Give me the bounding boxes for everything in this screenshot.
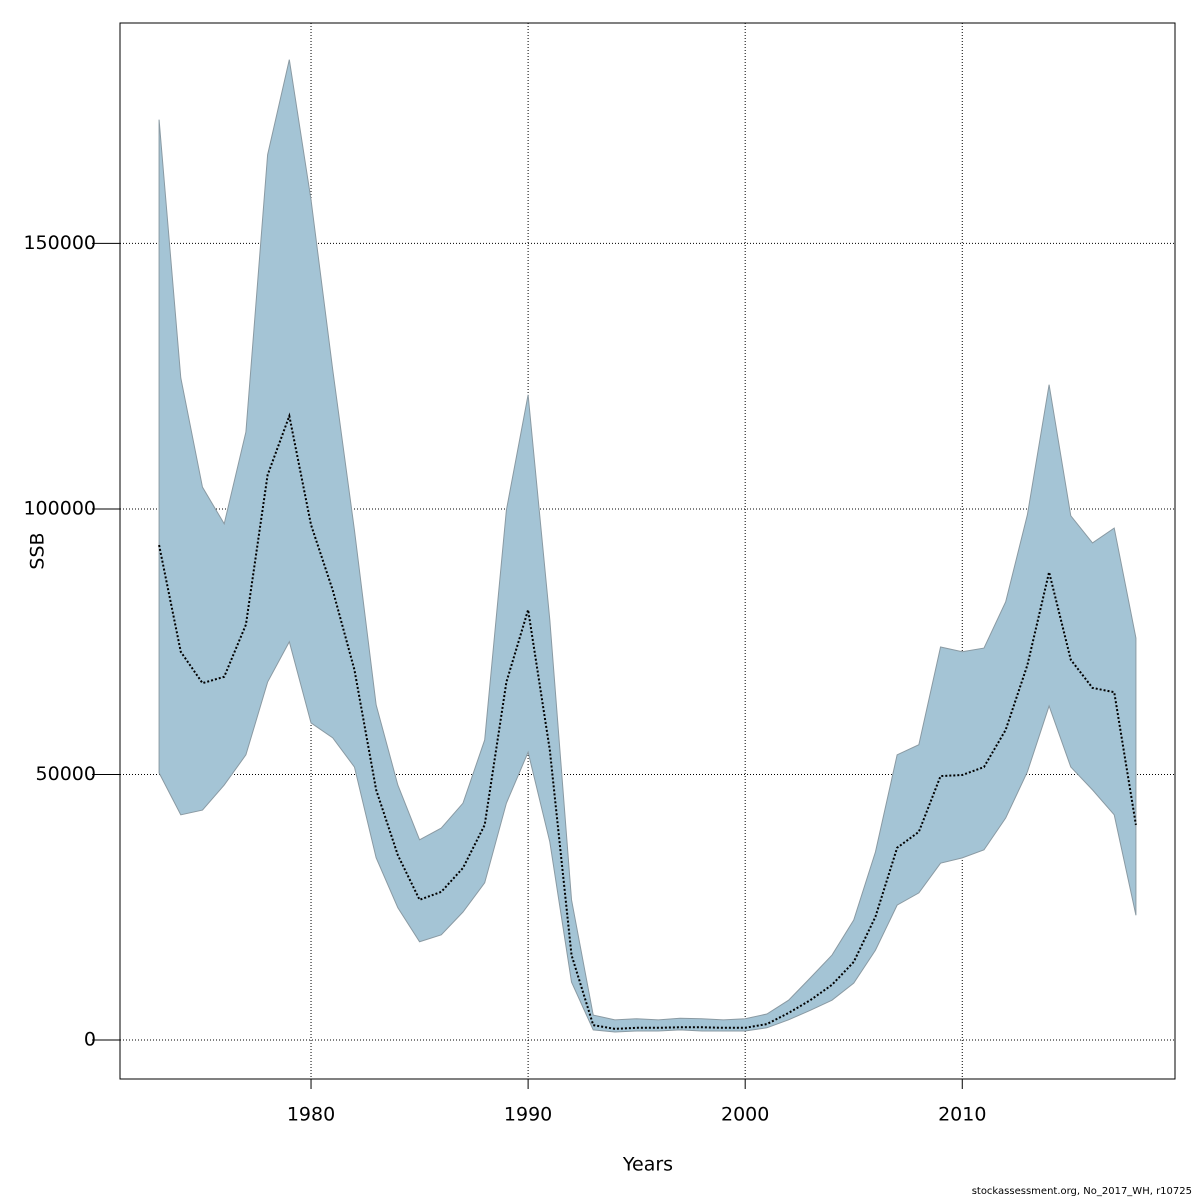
y-tick-label: 50000 <box>36 763 96 785</box>
y-tick-label: 0 <box>84 1029 96 1051</box>
confidence-band <box>158 59 1137 1033</box>
x-axis-label: Years <box>622 1154 673 1176</box>
x-tick-label: 2010 <box>938 1104 986 1126</box>
y-tick-label: 100000 <box>23 497 96 519</box>
y-axis-label: SSB <box>27 532 49 569</box>
plot-frame <box>119 22 1176 1080</box>
y-tick-label: 150000 <box>23 232 96 254</box>
median-line <box>158 412 1137 1030</box>
x-tick-label: 1990 <box>504 1104 552 1126</box>
x-tick-label: 2000 <box>721 1104 769 1126</box>
footnote: stockassessment.org, No_2017_WH, r10725 <box>972 1186 1192 1197</box>
x-tick-label: 1980 <box>287 1104 335 1126</box>
